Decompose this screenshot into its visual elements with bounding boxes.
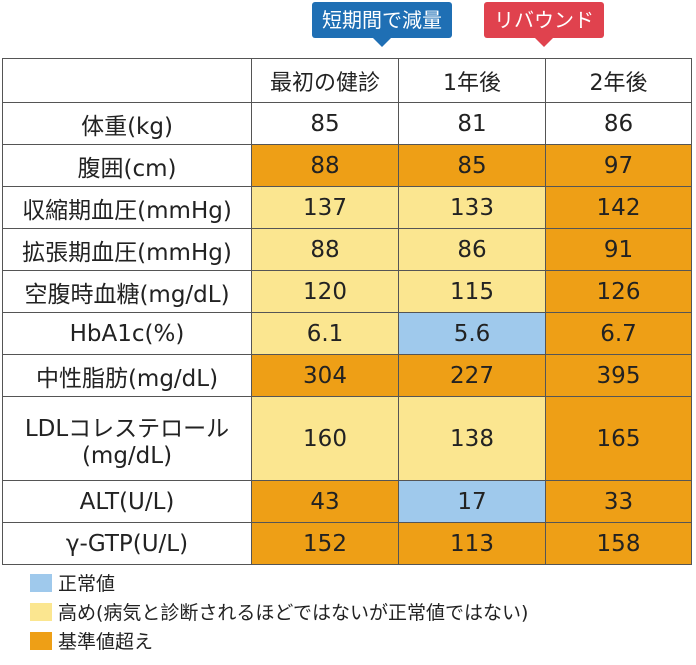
row-label-text: 中性脂肪(mg/dL): [35, 365, 219, 392]
value-cell: 6.7: [545, 312, 692, 355]
table-row: ALT(U/L) 43 17 33: [2, 480, 692, 523]
row-label: 収縮期血圧(mmHg): [2, 186, 252, 229]
row-label-text: HbA1c(%): [69, 320, 185, 347]
row-label-text: γ-GTP(U/L): [65, 530, 189, 557]
legend-item: 正常値: [30, 568, 528, 597]
row-label-unit: (mg/dL): [81, 442, 173, 469]
value-cell: 33: [545, 480, 692, 523]
row-label: γ-GTP(U/L): [2, 522, 252, 565]
row-label: 体重(kg): [2, 102, 252, 145]
value-cell: 304: [251, 354, 399, 397]
table-row: 空腹時血糖(mg/dL) 120 115 126: [2, 270, 692, 313]
value-cell: 138: [398, 396, 546, 481]
header-corner: [2, 58, 252, 103]
row-label-text: 体重(kg): [81, 113, 173, 140]
row-label: HbA1c(%): [2, 312, 252, 355]
legend-swatch: [30, 631, 52, 650]
legend-label: 高め(病気と診断されるほどではないが正常値ではない): [58, 602, 529, 624]
value-cell: 133: [398, 186, 546, 229]
value-cell: 227: [398, 354, 546, 397]
legend-item: 基準値超え: [30, 626, 528, 655]
health-checkup-table: 最初の健診 1年後 2年後 体重(kg) 85 81 86 腹囲(cm) 88 85 97 収縮…: [2, 58, 692, 565]
value-cell: 43: [251, 480, 399, 523]
row-label-text: 空腹時血糖(mg/dL): [24, 281, 230, 308]
table-row: HbA1c(%) 6.1 5.6 6.7: [2, 312, 692, 355]
row-label-text: ALT(U/L): [79, 488, 175, 515]
header-first-checkup: 最初の健診: [251, 58, 399, 103]
table-row: LDLコレステロール (mg/dL) 160 138 165: [2, 396, 692, 481]
value-cell: 88: [251, 144, 399, 187]
value-cell: 85: [251, 102, 399, 145]
value-cell: 85: [398, 144, 546, 187]
short-term-loss-tag: 短期間で減量: [312, 2, 452, 47]
value-cell: 86: [545, 102, 692, 145]
value-cell: 165: [545, 396, 692, 481]
color-legend: 正常値高め(病気と診断されるほどではないが正常値ではない) 基準値超え: [30, 568, 528, 655]
header-two-years-later: 2年後: [545, 58, 692, 103]
value-cell: 17: [398, 480, 546, 523]
row-label: 腹囲(cm): [2, 144, 252, 187]
row-label: 空腹時血糖(mg/dL): [2, 270, 252, 313]
value-cell: 115: [398, 270, 546, 313]
row-label: 中性脂肪(mg/dL): [2, 354, 252, 397]
row-label-text: 腹囲(cm): [77, 155, 177, 182]
legend-swatch: [30, 573, 52, 592]
legend-label: 正常値: [58, 573, 116, 595]
table-body: 体重(kg) 85 81 86 腹囲(cm) 88 85 97 収縮期血圧(mmHg) 137 13…: [2, 102, 692, 565]
value-cell: 142: [545, 186, 692, 229]
value-cell: 120: [251, 270, 399, 313]
value-cell: 6.1: [251, 312, 399, 355]
value-cell: 137: [251, 186, 399, 229]
row-label-text: 拡張期血圧(mmHg): [22, 239, 232, 266]
table-row: 拡張期血圧(mmHg) 88 86 91: [2, 228, 692, 271]
legend-label: 基準値超え: [58, 631, 154, 653]
row-label-text: LDLコレステロール: [24, 415, 230, 442]
value-cell: 81: [398, 102, 546, 145]
header-one-year-later: 1年後: [398, 58, 546, 103]
row-label: 拡張期血圧(mmHg): [2, 228, 252, 271]
table-row: γ-GTP(U/L) 152 113 158: [2, 522, 692, 565]
value-cell: 86: [398, 228, 546, 271]
value-cell: 88: [251, 228, 399, 271]
rebound-tag: リバウンド: [484, 2, 604, 47]
value-cell: 91: [545, 228, 692, 271]
value-cell: 152: [251, 522, 399, 565]
value-cell: 160: [251, 396, 399, 481]
row-label-text: 収縮期血圧(mmHg): [22, 197, 232, 224]
table-row: 収縮期血圧(mmHg) 137 133 142: [2, 186, 692, 229]
legend-item: 高め(病気と診断されるほどではないが正常値ではない): [30, 597, 528, 626]
table-row: 中性脂肪(mg/dL) 304 227 395: [2, 354, 692, 397]
value-cell: 395: [545, 354, 692, 397]
row-label: LDLコレステロール (mg/dL): [2, 396, 252, 481]
value-cell: 113: [398, 522, 546, 565]
value-cell: 126: [545, 270, 692, 313]
table-row: 腹囲(cm) 88 85 97: [2, 144, 692, 187]
row-label: ALT(U/L): [2, 480, 252, 523]
value-cell: 158: [545, 522, 692, 565]
table-row: 体重(kg) 85 81 86: [2, 102, 692, 145]
value-cell: 97: [545, 144, 692, 187]
value-cell: 5.6: [398, 312, 546, 355]
legend-swatch: [30, 602, 52, 621]
